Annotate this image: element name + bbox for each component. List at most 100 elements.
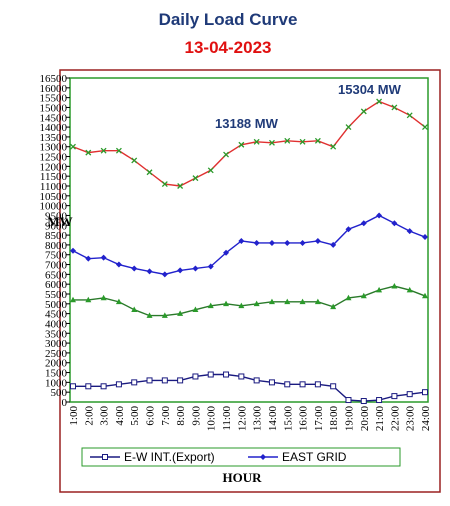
marker — [161, 181, 168, 187]
marker — [207, 263, 214, 270]
marker — [376, 397, 383, 404]
marker — [238, 141, 245, 148]
marker — [253, 300, 260, 307]
y-tick-label: 15500 — [40, 93, 68, 105]
x-tick-label: 22:00 — [389, 406, 401, 432]
y-tick-label: 14500 — [40, 112, 68, 124]
x-tick-label: 24:00 — [420, 406, 432, 432]
marker — [345, 226, 352, 233]
marker — [299, 381, 306, 388]
x-tick-label: 13:00 — [252, 406, 264, 432]
chart-subtitle: 13-04-2023 — [185, 38, 272, 57]
series-line — [73, 285, 426, 317]
marker — [102, 454, 108, 460]
annotation: 13188 MW — [215, 116, 279, 131]
marker — [422, 124, 428, 131]
marker — [192, 175, 199, 182]
series — [70, 212, 428, 278]
x-tick-label: 21:00 — [374, 406, 386, 432]
marker — [406, 391, 413, 398]
marker — [422, 234, 428, 241]
x-tick-label: 14:00 — [267, 406, 279, 432]
marker — [260, 454, 266, 460]
marker — [207, 371, 214, 378]
marker — [376, 98, 383, 105]
marker — [177, 310, 184, 316]
marker — [376, 286, 383, 293]
series — [70, 282, 428, 318]
x-tick-label: 16:00 — [298, 406, 310, 432]
marker — [131, 306, 138, 313]
y-tick-label: 8000 — [45, 240, 68, 252]
series-line — [73, 373, 426, 402]
marker — [161, 377, 168, 384]
x-tick-label: 15:00 — [282, 406, 294, 432]
y-tick-label: 1000 — [45, 377, 68, 389]
y-tick-label: 8500 — [45, 230, 68, 242]
marker — [422, 292, 428, 299]
marker — [146, 169, 153, 176]
y-tick-label: 9500 — [45, 210, 68, 222]
y-tick-label: 12000 — [40, 161, 68, 173]
x-tick-label: 7:00 — [160, 406, 172, 426]
y-tick-label: 7000 — [45, 260, 68, 272]
marker — [100, 383, 107, 390]
series-line — [72, 214, 426, 276]
x-axis-label: HOUR — [223, 470, 263, 485]
marker — [238, 373, 245, 380]
marker — [161, 312, 168, 318]
marker — [146, 377, 153, 384]
marker — [406, 286, 413, 293]
y-tick-label: 9000 — [45, 220, 68, 232]
x-tick-label: 8:00 — [175, 406, 187, 426]
y-tick-label: 15000 — [40, 102, 68, 114]
marker — [115, 381, 122, 388]
marker — [314, 137, 321, 144]
marker — [391, 282, 398, 289]
x-tick-label: 17:00 — [313, 406, 325, 432]
marker — [223, 249, 230, 256]
marker — [100, 254, 107, 261]
marker — [314, 381, 321, 388]
y-tick-label: 2500 — [45, 348, 68, 360]
plot-area — [69, 77, 429, 403]
y-tick-label: 0 — [62, 397, 68, 409]
marker — [314, 237, 321, 244]
x-tick-label: 18:00 — [328, 406, 340, 432]
marker — [253, 138, 260, 145]
y-tick-label: 11000 — [40, 181, 68, 193]
x-tick-label: 1:00 — [68, 406, 80, 426]
marker — [115, 261, 122, 268]
x-tick-label: 3:00 — [99, 406, 111, 426]
y-tick-label: 5500 — [45, 289, 68, 301]
x-tick-label: 2:00 — [83, 406, 95, 426]
legend-label: EAST GRID — [282, 450, 347, 464]
y-tick-label: 13500 — [40, 132, 68, 144]
marker — [192, 373, 199, 380]
marker — [115, 298, 122, 305]
marker — [299, 138, 306, 145]
marker — [391, 104, 398, 111]
marker — [360, 292, 367, 299]
marker — [422, 389, 428, 396]
legend-label: E-W INT.(Export) — [124, 450, 215, 464]
marker — [314, 298, 321, 305]
y-tick-label: 10500 — [40, 191, 68, 203]
x-tick-label: 11:00 — [221, 406, 233, 431]
y-tick-label: 10000 — [40, 201, 68, 213]
marker — [268, 239, 275, 246]
x-tick-label: 6:00 — [145, 406, 157, 426]
y-tick-label: 3500 — [45, 328, 68, 340]
marker — [70, 296, 76, 303]
y-tick-label: 3000 — [45, 338, 68, 350]
marker — [284, 137, 291, 144]
x-tick-label: 20:00 — [359, 406, 371, 432]
y-tick-label: 4000 — [45, 318, 68, 330]
marker — [177, 183, 184, 189]
marker — [238, 237, 245, 244]
legend — [81, 447, 401, 467]
marker — [131, 157, 138, 164]
y-tick-label: 16500 — [40, 73, 68, 85]
marker — [345, 124, 352, 131]
marker — [345, 397, 352, 404]
